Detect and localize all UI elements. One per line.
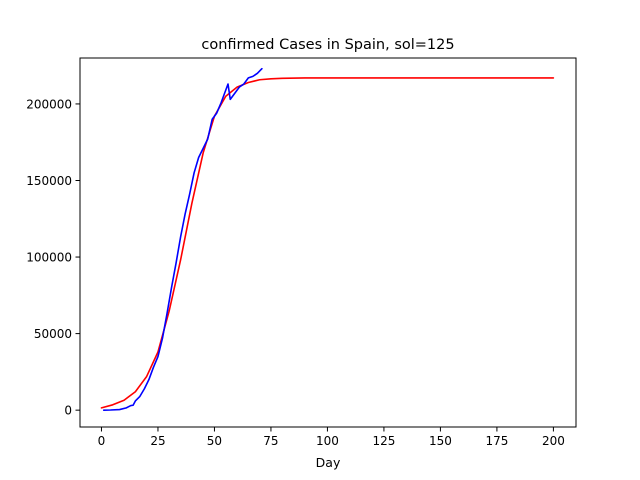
x-tick-label: 125: [372, 434, 395, 448]
x-tick-label: 50: [207, 434, 222, 448]
y-tick-label: 150000: [26, 174, 72, 188]
plot-frame: [79, 57, 577, 428]
x-tick-label: 100: [316, 434, 339, 448]
x-tick-label: 150: [429, 434, 452, 448]
series-line-1: [100, 77, 555, 409]
x-axis: 0 25 50 75 100 125 150 175 200: [98, 427, 565, 448]
y-tick-label: 100000: [26, 251, 72, 265]
x-tick-label: 25: [150, 434, 165, 448]
x-tick-label: 200: [542, 434, 565, 448]
series-line-2: [102, 67, 263, 411]
x-tick-label: 0: [98, 434, 106, 448]
y-tick-label: 0: [64, 404, 72, 418]
y-tick-label: 50000: [34, 327, 72, 341]
y-tick-label: 200000: [26, 97, 72, 111]
series-group: [100, 67, 555, 411]
chart-title: confirmed Cases in Spain, sol=125: [201, 37, 454, 53]
x-tick-label: 175: [485, 434, 508, 448]
y-axis: 0 50000 100000 150000 200000: [26, 97, 80, 418]
x-tick-label: 75: [263, 434, 278, 448]
x-axis-label: Day: [316, 455, 341, 470]
